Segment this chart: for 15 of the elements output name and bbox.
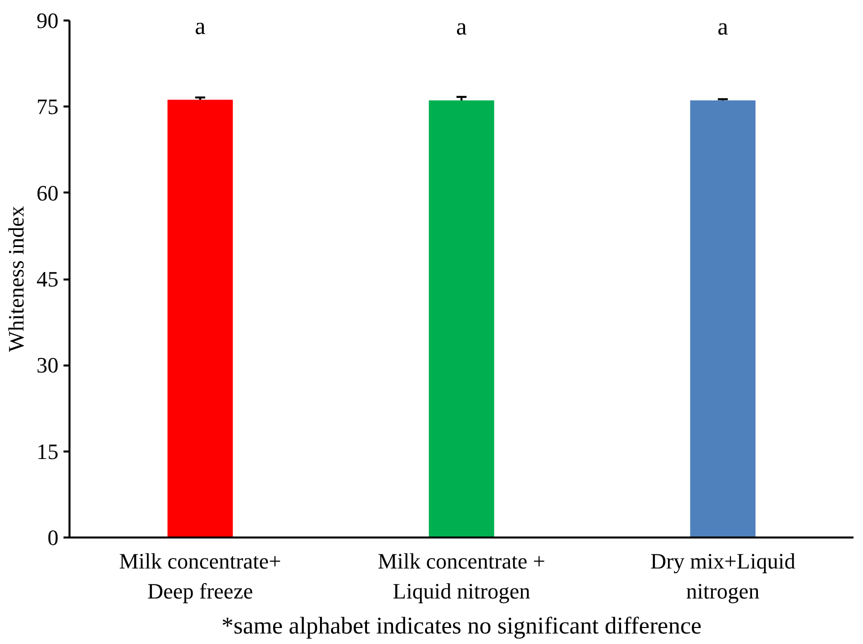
y-tick-label: 90	[36, 8, 58, 33]
y-tick-label: 75	[36, 94, 58, 120]
y-tick-label: 30	[36, 352, 58, 378]
annotation: a	[718, 14, 729, 40]
y-axis-title: Whiteness index	[4, 206, 28, 352]
y-tick-label: 0	[48, 525, 58, 550]
annotation: a	[456, 14, 468, 40]
text: *same alphabet indicates no significant difference	[221, 614, 702, 640]
x-tick-label: Milk concentrate+ Deep freeze	[119, 548, 282, 604]
x-tick-label: Milk concentrate + Liquid nitrogen	[378, 548, 546, 604]
y-tick-label: 60	[36, 180, 58, 206]
y-tick-label: 45	[36, 266, 58, 292]
annotation: a	[194, 14, 206, 40]
y-tick-label: 15	[36, 438, 58, 464]
x-tick-label: Dry mix+Liquid nitrogen	[650, 548, 796, 604]
